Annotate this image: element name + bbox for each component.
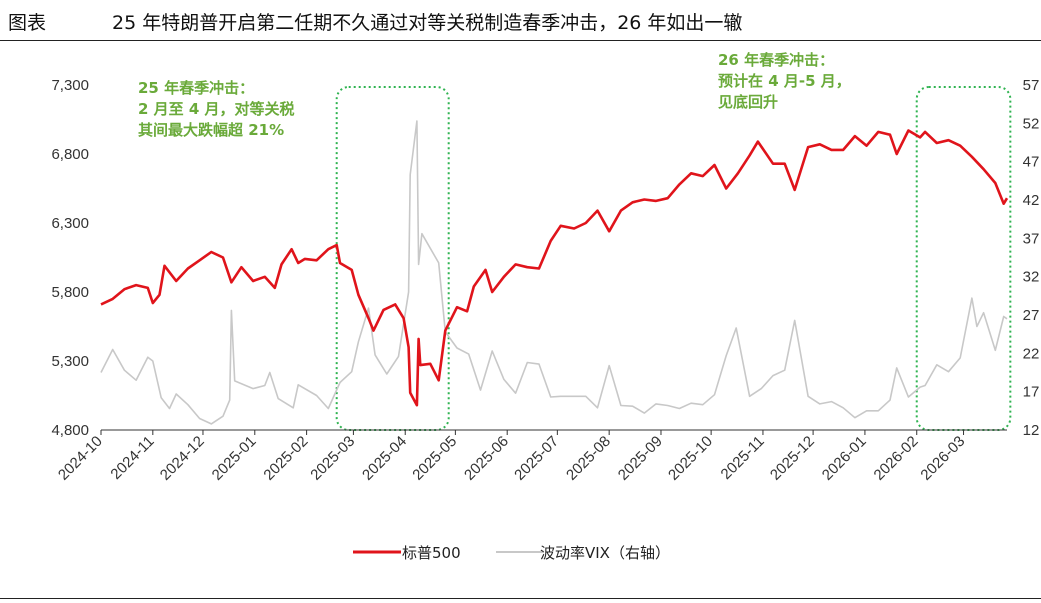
y-right-tick-label: 32 — [1023, 269, 1040, 286]
legend-label: 波动率VIX（右轴） — [540, 544, 670, 562]
y-right-tick-label: 27 — [1023, 307, 1040, 324]
x-tick-label: 2026-02 — [871, 433, 922, 484]
x-tick-label: 2025-07 — [511, 433, 562, 484]
x-tick-label: 2025-09 — [615, 433, 666, 484]
x-tick-label: 2025-05 — [409, 433, 460, 484]
sp500-series-line — [100, 129, 1009, 407]
x-tick-label: 2025-02 — [260, 433, 311, 484]
x-tick-label: 2024-11 — [107, 433, 157, 483]
highlight-box — [335, 86, 450, 431]
y-right-tick-label: 57 — [1023, 77, 1040, 94]
y-left-tick-label: 5,800 — [51, 284, 89, 301]
x-tick-label: 2025-12 — [767, 433, 818, 484]
x-tick-label: 2026-03 — [917, 433, 968, 484]
x-tick-label: 2025-11 — [718, 433, 768, 483]
y-right-tick-label: 37 — [1023, 230, 1040, 247]
figure-title: 25 年特朗普开启第二任期不久通过对等关税制造春季冲击，26 年如出一辙 — [112, 12, 743, 34]
vix-series-line — [100, 120, 1008, 425]
annotation-line: 2 月至 4 月，对等关税 — [138, 100, 295, 118]
y-right-tick-label: 17 — [1023, 384, 1040, 401]
y-left-tick-label: 7,300 — [51, 77, 89, 94]
y-right-tick-label: 12 — [1023, 422, 1040, 439]
series-layer — [100, 120, 1009, 425]
y-left-tick-label: 6,300 — [51, 215, 89, 232]
figure-header: 图表 25 年特朗普开启第二任期不久通过对等关税制造春季冲击，26 年如出一辙 — [0, 0, 1041, 40]
x-tick-label: 2025-01 — [209, 433, 260, 484]
x-tick-label: 2024-10 — [55, 433, 106, 484]
legend-label: 标普500 — [402, 544, 461, 562]
bottom-rule — [0, 598, 1041, 599]
x-tick-label: 2025-03 — [307, 433, 358, 484]
y-left-tick-label: 6,800 — [51, 146, 89, 163]
annotation-line: 26 年春季冲击： — [718, 51, 834, 69]
x-tick-label: 2025-04 — [359, 433, 410, 484]
top-rule — [0, 40, 1041, 41]
y-left-tick-label: 4,800 — [51, 422, 89, 439]
y-right-tick-label: 47 — [1023, 154, 1040, 171]
x-tick-label: 2024-12 — [157, 433, 208, 484]
figure-label: 图表 — [8, 12, 47, 34]
x-tick-label: 2025-10 — [665, 433, 716, 484]
annotation-line: 其间最大跌幅超 21% — [138, 121, 284, 139]
x-tick-label: 2026-01 — [819, 433, 870, 484]
y-right-tick-label: 22 — [1023, 345, 1040, 362]
annotation-line: 预计在 4 月-5 月， — [718, 72, 851, 90]
y-right-tick-label: 52 — [1023, 115, 1040, 132]
y-right-tick-label: 42 — [1023, 192, 1040, 209]
x-tick-label: 2025-06 — [461, 433, 512, 484]
annotation-line: 25 年春季冲击： — [138, 79, 254, 97]
annotation-line: 见底回升 — [718, 93, 778, 111]
x-tick-label: 2025-08 — [563, 433, 614, 484]
legend: 标普500 波动率VIX（右轴） — [353, 544, 670, 562]
y-left-tick-label: 5,300 — [51, 353, 89, 370]
